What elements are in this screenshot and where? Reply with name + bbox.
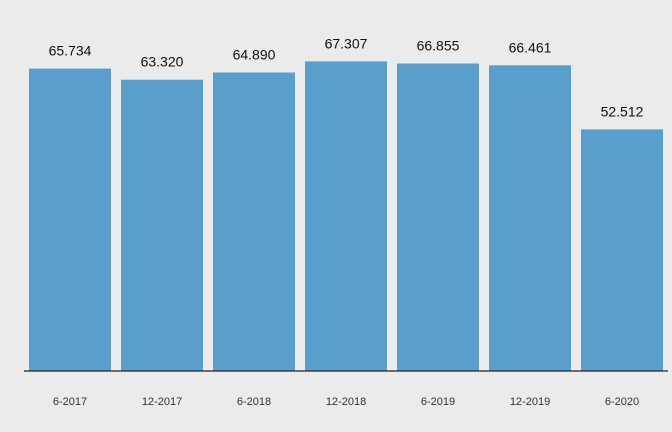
x-tick-label-12-2019: 12-2019 — [510, 396, 550, 408]
value-label-6-2017: 65.734 — [49, 43, 92, 59]
value-label-12-2017: 63.320 — [141, 54, 184, 70]
value-labels-layer: 65.734 63.320 64.890 67.307 66.855 66.461 52.5… — [49, 35, 644, 119]
x-tick-label-12-2017: 12-2017 — [142, 396, 182, 408]
value-label-6-2019: 66.855 — [417, 38, 460, 54]
x-tick-label-6-2019: 6-2019 — [421, 396, 455, 408]
bar-12-2019 — [489, 65, 571, 372]
bars-layer — [29, 61, 663, 372]
bar-12-2018 — [305, 61, 387, 372]
x-tick-labels: 6-2017 12-2017 6-2018 12-2018 6-2019 12-2019 6… — [53, 396, 639, 408]
x-tick-label-6-2018: 6-2018 — [237, 396, 271, 408]
x-tick-label-6-2020: 6-2020 — [605, 396, 639, 408]
bar-6-2020 — [581, 129, 663, 371]
value-label-6-2020: 52.512 — [601, 103, 644, 119]
bar-12-2017 — [121, 79, 203, 371]
value-label-12-2019: 66.461 — [509, 39, 552, 55]
bar-6-2018 — [213, 72, 295, 371]
x-tick-label-12-2018: 12-2018 — [326, 396, 366, 408]
x-tick-label-6-2017: 6-2017 — [53, 396, 87, 408]
bar-6-2019 — [397, 63, 479, 371]
value-label-12-2018: 67.307 — [325, 35, 368, 51]
bar-6-2017 — [29, 68, 111, 371]
value-label-6-2018: 64.890 — [233, 47, 276, 63]
